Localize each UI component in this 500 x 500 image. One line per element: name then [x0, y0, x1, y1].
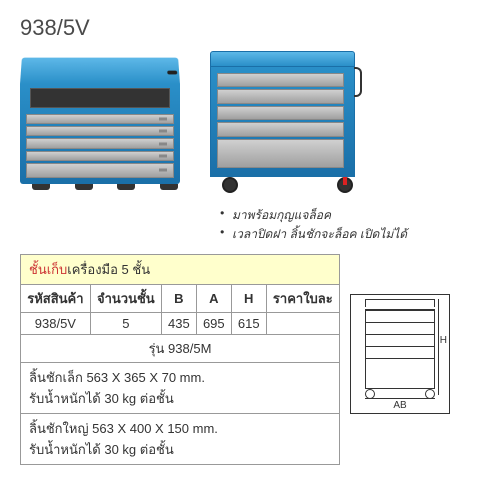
table-row: ลิ้นชักใหญ่ 563 X 400 X 150 mm. รับน้ำหน…: [21, 414, 340, 465]
cell-price: [266, 313, 339, 335]
list-item: เวลาปิดฝา ลิ้นชักจะล็อค เปิดไม่ได้: [220, 225, 480, 244]
dimension-diagram: H AB: [350, 294, 450, 414]
title-rest: เครื่องมือ 5 ชั้น: [67, 262, 150, 277]
detail-text: ลิ้นชักเล็ก 563 X 365 X 70 mm.: [29, 367, 331, 388]
dim-label-h: H: [440, 335, 447, 346]
cell-a: 695: [196, 313, 231, 335]
col-tiers: จำนวนชั้น: [90, 285, 161, 313]
col-code: รหัสสินค้า: [21, 285, 91, 313]
list-item: มาพร้อมกุญแจล็อค: [220, 206, 480, 225]
toolbox-rolling-image: [210, 51, 365, 201]
title-prefix: ชั้นเก็บ: [29, 262, 67, 277]
col-h: H: [231, 285, 266, 313]
toolbox-open-image: [20, 56, 190, 201]
col-b: B: [161, 285, 196, 313]
cell-code: 938/5V: [21, 313, 91, 335]
cell-b: 435: [161, 313, 196, 335]
col-price: ราคาใบละ: [266, 285, 339, 313]
variant-label: รุ่น 938/5M: [21, 335, 340, 363]
detail-text: รับน้ำหนักได้ 30 kg ต่อชั้น: [29, 439, 331, 460]
detail-text: ลิ้นชักใหญ่ 563 X 400 X 150 mm.: [29, 418, 331, 439]
spec-table: ชั้นเก็บเครื่องมือ 5 ชั้น รหัสสินค้า จำน…: [20, 254, 340, 465]
table-row: ลิ้นชักเล็ก 563 X 365 X 70 mm. รับน้ำหนั…: [21, 363, 340, 414]
feature-list: มาพร้อมกุญแจล็อค เวลาปิดฝา ลิ้นชักจะล็อค…: [220, 206, 480, 244]
detail-text: รับน้ำหนักได้ 30 kg ต่อชั้น: [29, 388, 331, 409]
table-title-row: ชั้นเก็บเครื่องมือ 5 ชั้น: [21, 255, 340, 285]
cell-h: 615: [231, 313, 266, 335]
model-title: 938/5V: [20, 15, 480, 41]
cell-tiers: 5: [90, 313, 161, 335]
product-images: [20, 51, 480, 201]
table-header-row: รหัสสินค้า จำนวนชั้น B A H ราคาใบละ: [21, 285, 340, 313]
col-a: A: [196, 285, 231, 313]
variant-row: รุ่น 938/5M: [21, 335, 340, 363]
dim-label-ab: AB: [351, 400, 449, 411]
table-row: 938/5V 5 435 695 615: [21, 313, 340, 335]
